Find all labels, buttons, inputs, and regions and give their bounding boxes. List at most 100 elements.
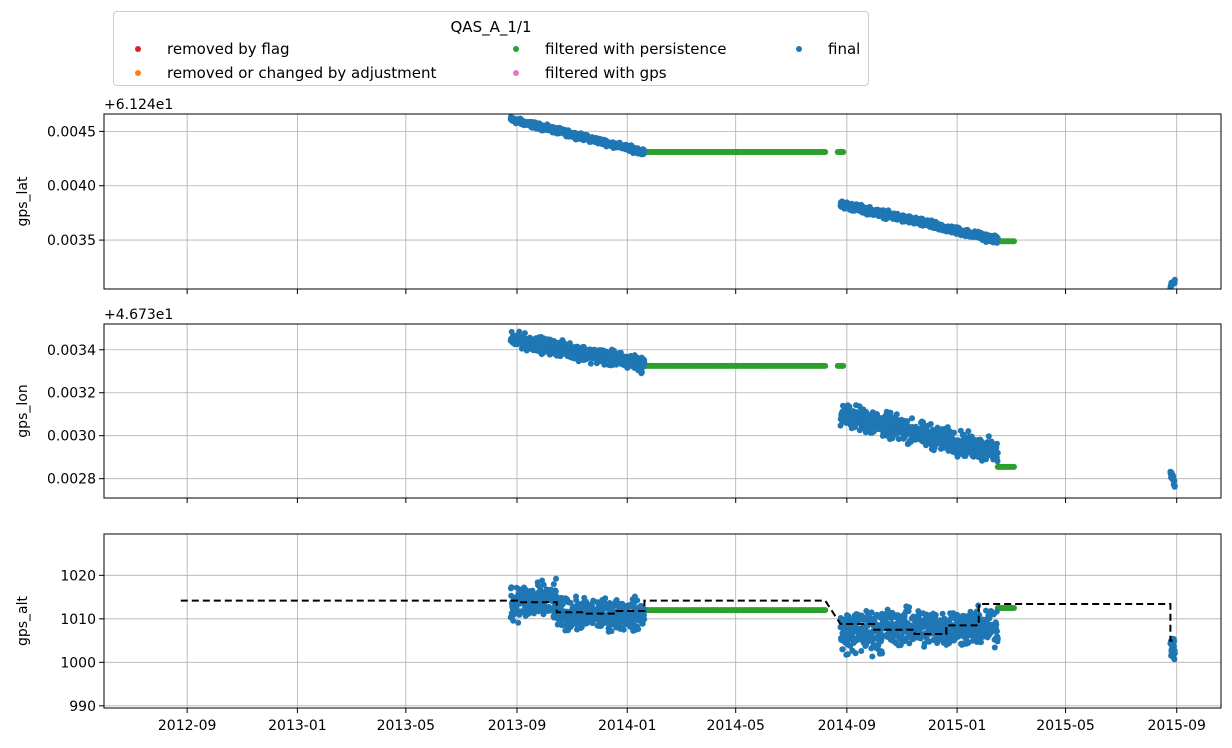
data-point: [553, 575, 559, 582]
data-point: [531, 610, 537, 617]
x-tick-label: 2015-05: [1036, 718, 1095, 734]
data-point: [566, 340, 573, 347]
data-point: [822, 607, 829, 614]
y-axis-label: gps_alt: [15, 595, 31, 646]
data-point: [1171, 482, 1178, 489]
data-point: [516, 328, 523, 335]
data-point: [852, 650, 859, 657]
data-point: [978, 639, 984, 646]
data-point: [575, 358, 582, 365]
data-point: [521, 330, 528, 337]
data-point: [893, 411, 900, 418]
data-point: [1011, 238, 1017, 245]
offset-label: +4.673e1: [104, 307, 173, 323]
data-point: [822, 149, 829, 155]
y-tick-label: 1020: [60, 568, 96, 584]
data-point: [638, 369, 645, 376]
y-tick-label: 0.0034: [47, 343, 96, 359]
legend-label-removed-or-changed-by-adjustment: removed or changed by adjustment: [167, 64, 437, 82]
data-point: [887, 409, 894, 416]
plot-area-lat: [507, 114, 1178, 289]
y-tick-label: 0.0028: [47, 472, 96, 488]
legend-marker-removed-by-flag: [135, 46, 141, 52]
data-point: [1011, 605, 1017, 611]
data-point: [641, 360, 648, 367]
y-tick-label: 1010: [60, 612, 96, 628]
x-tick-label: 2015-09: [1147, 718, 1206, 734]
legend-marker-removed-or-changed-by-adjustment: [135, 70, 141, 76]
legend-label-removed-by-flag: removed by flag: [167, 40, 290, 58]
data-point: [844, 651, 851, 658]
data-point: [994, 635, 1001, 642]
data-point: [951, 429, 957, 436]
x-tick-label: 2013-09: [488, 718, 547, 734]
legend-marker-filtered-with-persistence: [513, 46, 519, 52]
legend-label-final: final: [828, 40, 861, 58]
data-point: [846, 403, 853, 410]
legend-label-filtered-with-gps: filtered with gps: [545, 64, 667, 82]
data-point: [906, 604, 913, 611]
data-point: [985, 433, 992, 440]
plot-area-alt: [180, 575, 1178, 663]
data-point: [991, 644, 998, 651]
data-point: [641, 147, 648, 154]
data-point: [550, 581, 557, 588]
legend-marker-filtered-with-gps: [513, 70, 519, 76]
data-point: [634, 597, 641, 604]
panel-lon: 0.0028 0.0030 0.0032 0.0034 gps_lon +4.673e1: [15, 307, 1222, 503]
data-point: [608, 628, 615, 635]
data-point: [868, 609, 875, 616]
data-point: [510, 617, 517, 624]
data-point: [601, 361, 608, 368]
data-point: [508, 584, 515, 591]
data-point: [904, 418, 911, 425]
legend-marker-final: [796, 46, 802, 52]
data-point: [515, 619, 522, 626]
y-tick-label: 0.0030: [47, 429, 96, 445]
y-tick-label: 0.0040: [47, 179, 96, 195]
data-point: [839, 646, 846, 653]
y-axis-label: gps_lon: [15, 384, 31, 437]
x-tick-label: 2013-05: [377, 718, 436, 734]
data-point: [858, 648, 865, 654]
data-point: [560, 600, 566, 607]
reference-line: [180, 599, 1175, 642]
data-point: [906, 640, 913, 647]
data-point: [1171, 478, 1178, 484]
data-point: [1171, 656, 1178, 663]
y-tick-label: 0.0035: [47, 233, 96, 249]
data-point: [909, 415, 915, 422]
data-point: [840, 362, 847, 369]
y-tick-label: 0.0045: [47, 124, 96, 140]
data-point: [1171, 276, 1178, 283]
x-tick-label: 2012-09: [158, 718, 217, 734]
data-point: [993, 608, 1000, 615]
x-tick-label: 2013-01: [268, 718, 327, 734]
data-point: [617, 349, 624, 356]
legend-title: QAS_A_1/1: [450, 18, 532, 36]
data-point: [879, 650, 886, 657]
data-point: [567, 599, 574, 606]
data-point: [983, 607, 989, 614]
x-tick-label: 2014-01: [598, 718, 657, 734]
data-point: [921, 640, 928, 647]
data-point: [927, 421, 934, 427]
data-point: [540, 581, 547, 588]
data-point: [620, 602, 627, 609]
data-point: [1011, 463, 1017, 470]
legend-label-filtered-with-persistence: filtered with persistence: [545, 40, 727, 58]
offset-label: +6.124e1: [104, 97, 173, 113]
data-point: [994, 440, 1000, 447]
data-point: [994, 458, 1001, 465]
data-point: [1171, 638, 1178, 645]
data-point: [587, 360, 594, 367]
data-point: [840, 149, 847, 155]
data-point: [923, 611, 930, 618]
data-point: [822, 362, 829, 369]
data-point: [993, 621, 1000, 628]
data-point: [994, 628, 1000, 635]
data-point: [862, 429, 869, 436]
data-point: [641, 616, 648, 623]
axes-frame: [103, 113, 1222, 290]
data-point: [620, 626, 627, 633]
